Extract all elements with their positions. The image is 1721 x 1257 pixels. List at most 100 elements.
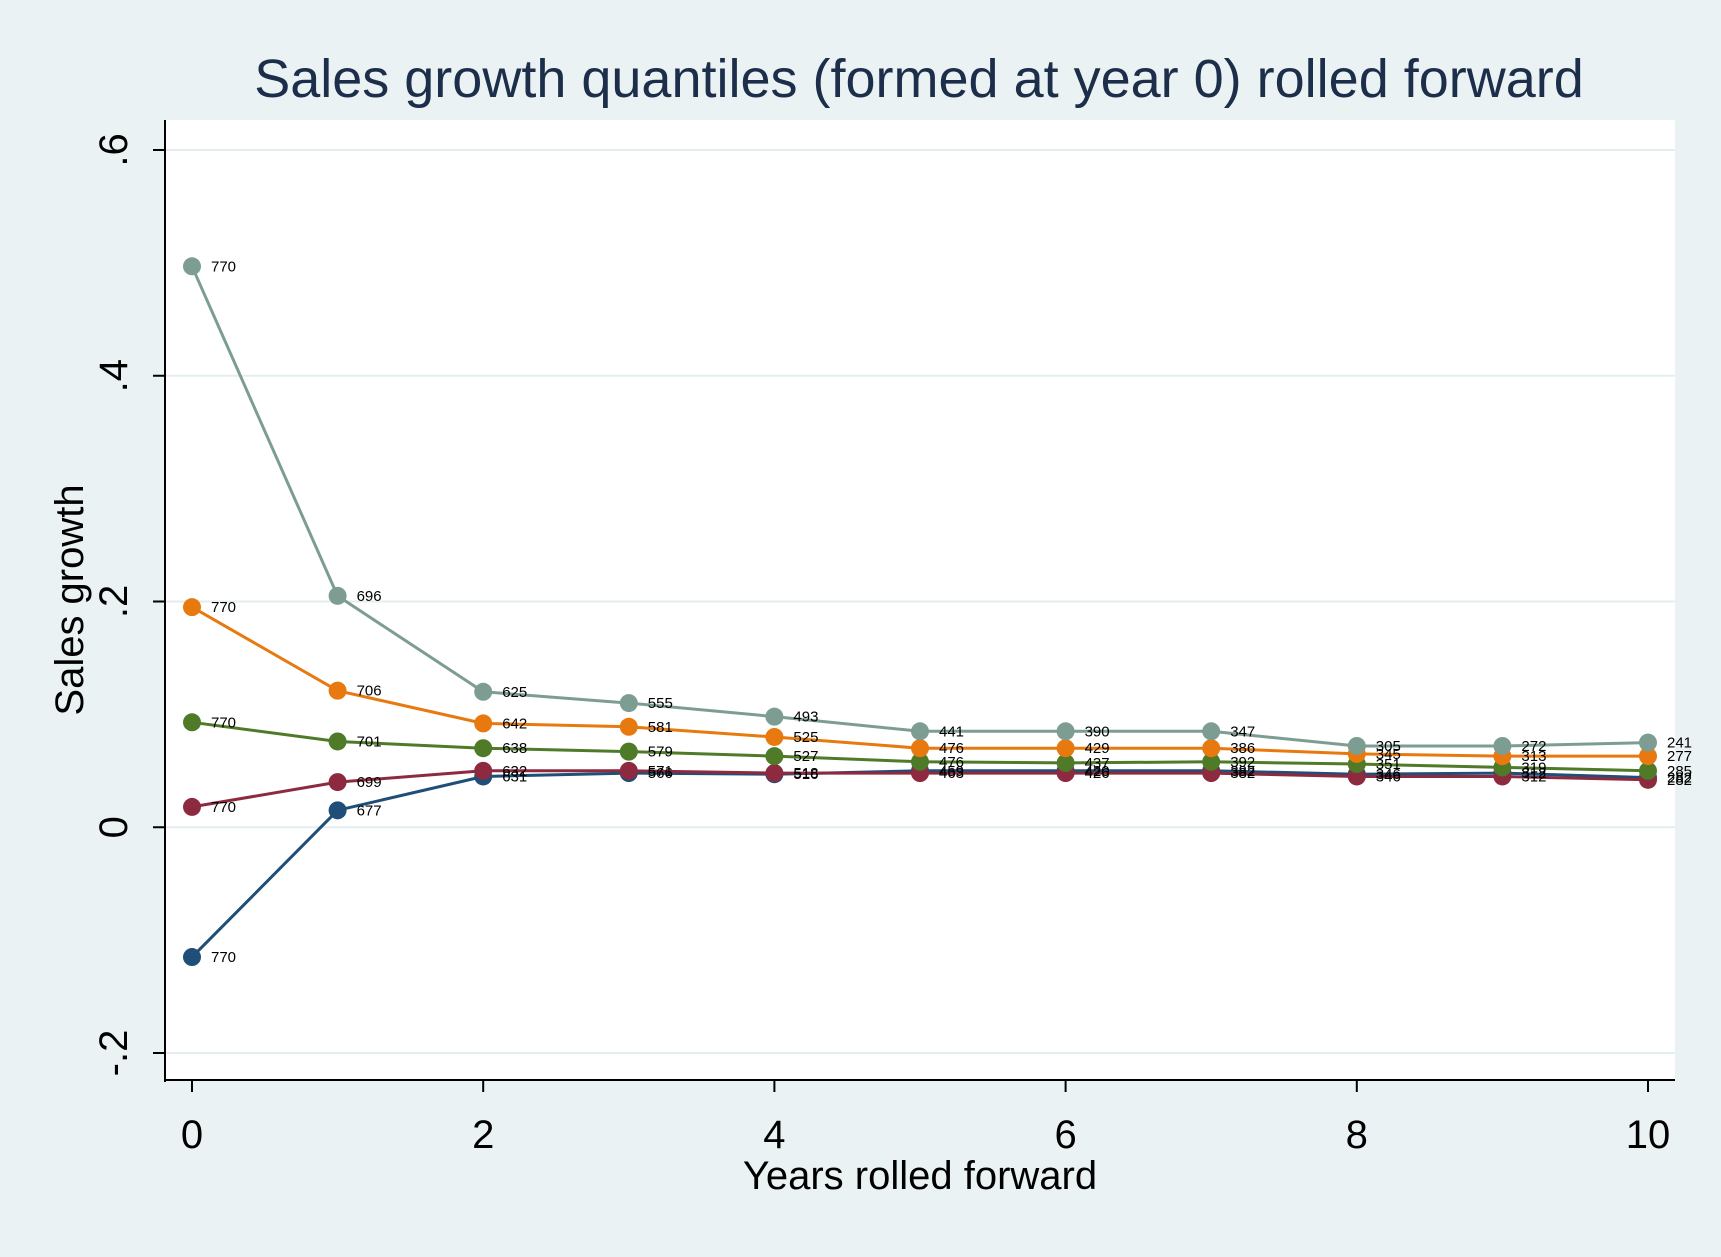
series-1-point-label-2: 632 [502, 763, 527, 780]
series-1-point-label-3: 571 [648, 763, 673, 780]
series-0-point-label-5: 459 [939, 763, 964, 780]
y-axis-label: Sales growth [48, 484, 92, 715]
series-2-point-6 [1056, 753, 1075, 772]
x-tick-label-1: 2 [472, 1113, 494, 1157]
series-3-point-label-2: 642 [502, 715, 527, 732]
series-4-point-label-6: 390 [1085, 723, 1110, 740]
series-1-point-label-9: 312 [1521, 768, 1546, 785]
series-3-point-5 [911, 739, 929, 758]
series-2-point-1 [328, 732, 347, 751]
series-1-point-label-7: 382 [1230, 765, 1255, 782]
series-3-point-label-6: 429 [1085, 740, 1110, 757]
series-4-point-4 [765, 707, 784, 726]
series-3-point-label-1: 706 [357, 683, 382, 700]
series-3-point-0 [183, 598, 201, 617]
x-tick-label-4: 8 [1346, 1113, 1368, 1157]
series-1-point-label-5: 463 [939, 765, 964, 782]
y-tick-label-3: .4 [92, 359, 136, 392]
series-1-point-8 [1347, 767, 1366, 786]
series-4-point-8 [1347, 736, 1366, 755]
series-2-point-label-1: 701 [357, 733, 382, 750]
series-0-point-label-2: 631 [502, 768, 527, 785]
series-4-point-label-0: 770 [211, 258, 236, 275]
series-2-point-label-6: 437 [1085, 755, 1110, 772]
series-1-point-label-4: 518 [793, 765, 818, 782]
series-2-point-label-10: 285 [1667, 763, 1692, 780]
series-2-point-3 [619, 742, 638, 761]
series-4-point-label-2: 625 [502, 684, 527, 701]
series-2-point-label-0: 770 [211, 714, 236, 731]
series-4-point-label-4: 493 [793, 709, 818, 726]
series-1-point-4 [765, 764, 784, 783]
series-0-point-label-8: 346 [1376, 766, 1401, 783]
series-3-point-label-5: 476 [939, 740, 964, 757]
series-1-point-label-1: 699 [357, 774, 382, 791]
series-4-point-6 [1056, 722, 1075, 741]
series-2-point-2 [474, 739, 493, 758]
series-3-point-6 [1056, 739, 1075, 758]
axes: -.2 0 .2 .4 .6 0 2 4 6 8 10 [92, 120, 1675, 1157]
series-0-point-label-0: 770 [211, 949, 236, 966]
series-2-point-10 [1639, 761, 1657, 780]
series-3-point-7 [1202, 739, 1221, 758]
series-0-point-label-10: 282 [1667, 770, 1692, 787]
series-1-point-3 [619, 761, 638, 780]
x-tick-label-0: 0 [181, 1113, 203, 1157]
series-4-point-0 [183, 257, 201, 276]
x-axis-label: Years rolled forward [743, 1154, 1097, 1198]
series-3-point-4 [765, 727, 784, 746]
series-2-point-7 [1202, 752, 1221, 771]
series-2-point-4 [765, 747, 784, 766]
series-3-point-label-7: 386 [1230, 740, 1255, 757]
x-tick-label-2: 4 [763, 1113, 785, 1157]
series-3-point-3 [619, 717, 638, 736]
series-2-point-label-2: 638 [502, 740, 527, 757]
series-3-point-label-9: 313 [1521, 748, 1546, 765]
series-2-point-0 [183, 713, 201, 732]
series-lines [183, 257, 1657, 967]
series-3-point-label-10: 277 [1667, 748, 1692, 765]
series-4-point-label-9: 272 [1521, 738, 1546, 755]
series-4-point-5 [911, 722, 929, 741]
series-0-point-label-3: 566 [648, 765, 673, 782]
x-tick-label-5: 10 [1626, 1113, 1671, 1157]
series-2-point-label-7: 392 [1230, 754, 1255, 771]
series-0-point-label-6: 420 [1085, 763, 1110, 780]
point-labels: 770 677 631 566 516 459 420 382 346 312 282 770 699 6… [211, 258, 1692, 966]
series-4-point-label-8: 305 [1376, 738, 1401, 755]
series-4-point-7 [1202, 722, 1221, 741]
series-2-point-label-8: 351 [1376, 756, 1401, 773]
series-2-point-5 [911, 752, 929, 771]
series-1-point-label-8: 346 [1376, 768, 1401, 785]
x-tick-label-3: 6 [1054, 1113, 1076, 1157]
series-2-point-label-3: 579 [648, 744, 673, 761]
series-3-point-2 [474, 714, 493, 733]
series-4-point-1 [328, 586, 347, 605]
series-4-point-3 [619, 694, 638, 713]
y-tick-label-0: -.2 [92, 1030, 136, 1077]
series-1-point-2 [474, 761, 493, 780]
series-2-point-label-4: 527 [793, 748, 818, 765]
grid-lines [165, 149, 1675, 1054]
series-4-point-9 [1493, 736, 1512, 755]
series-0-point-0 [183, 948, 201, 967]
series-4-point-label-5: 441 [939, 723, 964, 740]
series-1-point-1 [328, 773, 347, 792]
series-4 [183, 257, 1657, 755]
series-2-point-label-9: 319 [1521, 759, 1546, 776]
series-3-point-label-0: 770 [211, 599, 236, 616]
series-1-point-label-10: 282 [1667, 772, 1692, 789]
series-3-point-label-8: 345 [1376, 746, 1401, 763]
series-4-point-2 [474, 682, 493, 701]
series-4-point-10 [1639, 733, 1657, 752]
plot-background [165, 120, 1675, 1080]
y-tick-label-4: .6 [92, 133, 136, 166]
series-2-point-label-5: 476 [939, 754, 964, 771]
series-1-point-0 [183, 797, 201, 816]
series-4-point-label-10: 241 [1667, 735, 1692, 752]
series-0-point-label-1: 677 [357, 802, 382, 819]
series-1-point-label-0: 770 [211, 799, 236, 816]
series-3-point-label-3: 581 [648, 719, 673, 736]
